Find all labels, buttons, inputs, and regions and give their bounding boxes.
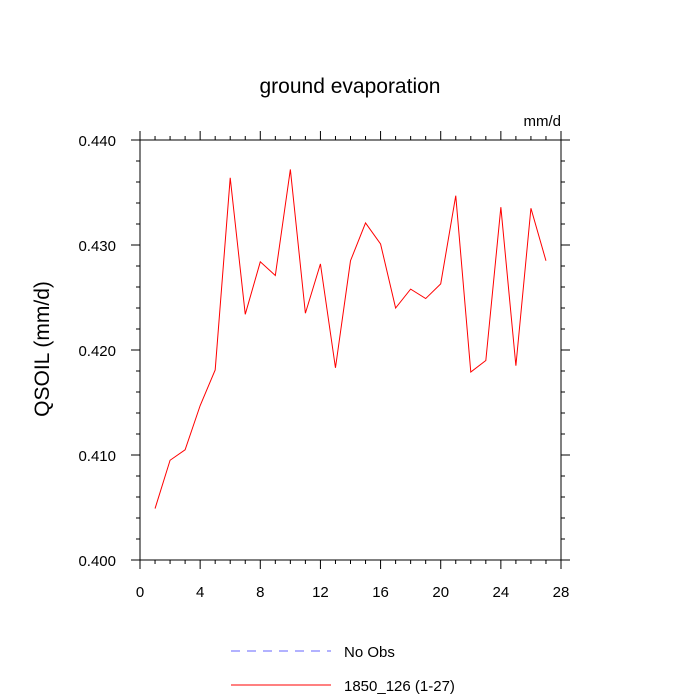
y-tick-label: 0.420 — [78, 343, 116, 360]
x-tick-label: 8 — [256, 584, 264, 601]
x-tick-label: 0 — [136, 584, 144, 601]
axes — [139, 139, 562, 561]
x-tick-label: 16 — [372, 584, 389, 601]
units-label: mm/d — [524, 113, 562, 130]
x-tick-label: 4 — [196, 584, 204, 601]
x-tick-label: 24 — [493, 584, 510, 601]
plot-frame — [139, 139, 562, 561]
legend-label: 1850_126 (1-27) — [344, 678, 455, 695]
y-tick-label: 0.400 — [78, 553, 116, 570]
x-tick-label: 28 — [553, 584, 570, 601]
y-tick-label: 0.410 — [78, 448, 116, 465]
legend-label: No Obs — [344, 644, 395, 661]
series-line — [154, 169, 547, 509]
chart-title: ground evaporation — [260, 75, 441, 98]
y-ticks: 0.400 0.410 0.420 0.430 0.440 — [78, 133, 570, 570]
series-layer — [154, 169, 547, 509]
x-ticks: 0 4 8 12 16 20 24 28 — [136, 131, 570, 601]
y-axis-label: QSOIL (mm/d) — [31, 281, 54, 417]
y-tick-label: 0.430 — [78, 238, 116, 255]
legend: No Obs 1850_126 (1-27) — [231, 644, 455, 695]
y-tick-label: 0.440 — [78, 133, 116, 150]
x-tick-label: 20 — [432, 584, 449, 601]
x-tick-label: 12 — [312, 584, 329, 601]
